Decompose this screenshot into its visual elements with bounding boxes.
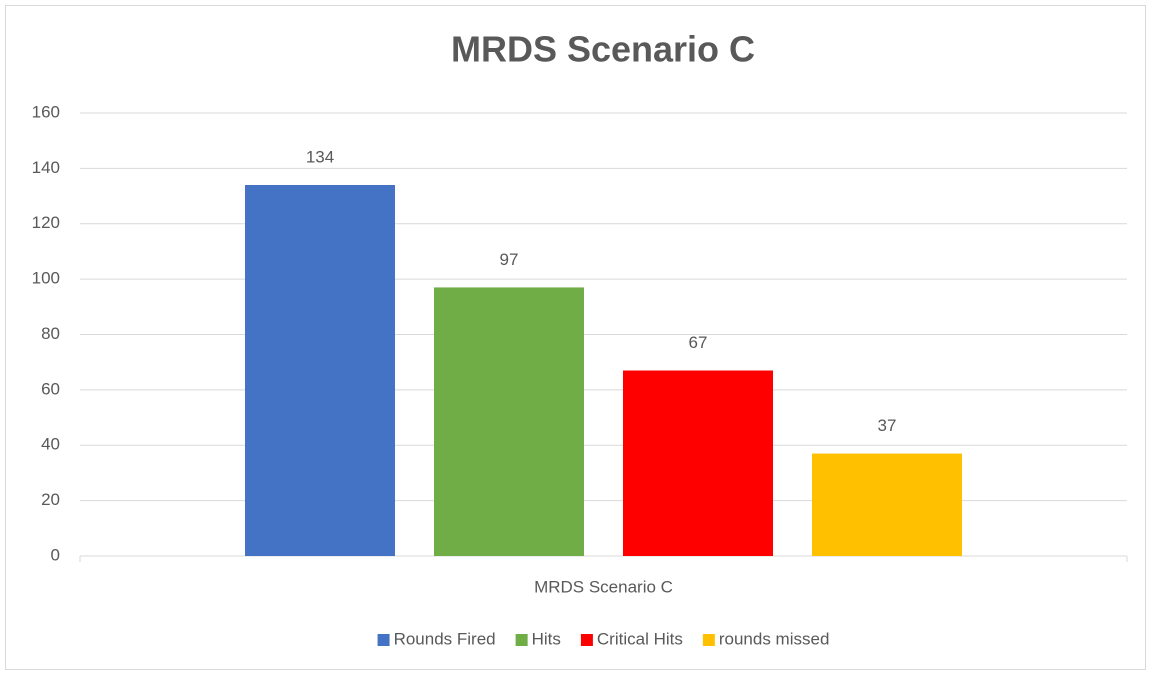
bar xyxy=(623,370,773,556)
bar xyxy=(434,287,584,556)
data-label: 67 xyxy=(689,333,708,352)
y-tick-label: 60 xyxy=(41,379,60,398)
legend-swatch xyxy=(580,634,593,646)
legend-swatch xyxy=(377,634,390,646)
y-tick-label: 0 xyxy=(51,545,60,564)
legend-label: Hits xyxy=(532,629,561,648)
y-tick-label: 80 xyxy=(41,324,60,343)
data-label: 37 xyxy=(878,416,897,435)
x-tick-label: MRDS Scenario C xyxy=(534,577,673,596)
legend-swatch xyxy=(702,634,715,646)
y-tick-label: 20 xyxy=(41,490,60,509)
bar xyxy=(812,453,962,556)
y-tick-label: 160 xyxy=(32,102,60,121)
data-label: 97 xyxy=(500,250,519,269)
y-tick-label: 100 xyxy=(32,269,60,288)
legend-label: rounds missed xyxy=(719,629,830,648)
y-tick-label: 40 xyxy=(41,435,60,454)
data-label: 134 xyxy=(306,147,334,166)
y-tick-label: 120 xyxy=(32,213,60,232)
legend-label: Critical Hits xyxy=(597,629,683,648)
legend-label: Rounds Fired xyxy=(394,629,496,648)
y-tick-label: 140 xyxy=(32,158,60,177)
chart-title: MRDS Scenario C xyxy=(451,29,755,70)
legend-swatch xyxy=(515,634,528,646)
bar xyxy=(245,184,395,557)
